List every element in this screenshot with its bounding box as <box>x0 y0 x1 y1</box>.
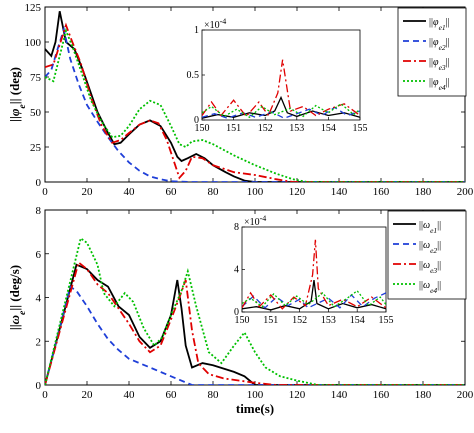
x-axis-label: time(s) <box>236 401 274 416</box>
x-tick-label: 40 <box>124 389 136 401</box>
legend-label: ||ωe4|| <box>419 280 441 295</box>
y-axis-label: ||ωe|| (deg/s) <box>7 265 28 330</box>
inset-y-tick-label: 0 <box>234 307 239 318</box>
x-tick-label: 20 <box>82 186 94 198</box>
y-tick-label: 0 <box>36 177 42 189</box>
inset-y-tick-label: 4 <box>234 265 239 276</box>
x-tick-label: 60 <box>166 389 178 401</box>
inset-x-tick-label: 153 <box>289 123 304 134</box>
x-tick-label: 80 <box>208 389 220 401</box>
inset-y-tick-label: 0 <box>194 115 199 126</box>
x-tick-label: 0 <box>42 186 48 198</box>
x-tick-label: 100 <box>247 186 264 198</box>
legend-box <box>397 7 467 97</box>
y-tick-label: 0 <box>36 380 42 392</box>
inset-series-line-4 <box>202 102 360 119</box>
inset-y-tick-label: 8 <box>234 222 239 233</box>
inset-x-tick-label: 154 <box>321 123 336 134</box>
inset-frame <box>241 226 387 313</box>
inset-y-tick-label: 0.5 <box>187 70 200 81</box>
inset-series-line-2 <box>242 292 386 309</box>
inset-x-tick-label: 151 <box>226 123 241 134</box>
x-tick-label: 60 <box>166 186 178 198</box>
inset-x-tick-label: 150 <box>235 315 250 326</box>
inset-series-line-3 <box>202 59 360 118</box>
x-tick-label: 100 <box>247 389 264 401</box>
y-tick-label: 6 <box>36 249 42 261</box>
x-tick-label: 160 <box>373 389 390 401</box>
inset-x-tick-label: 150 <box>195 123 210 134</box>
y-tick-label: 75 <box>30 72 42 84</box>
legend-label: ||ωe2|| <box>419 240 441 255</box>
legend: ||ωe1|| ||ωe2|| ||ωe3|| ||ωe4|| <box>387 210 467 300</box>
x-tick-label: 0 <box>42 389 48 401</box>
inset-panel: 150 151 152 153 154 155 0 4 8 ×10-4 <box>234 214 394 327</box>
inset-series-line-1 <box>242 280 386 311</box>
x-tick-label: 200 <box>457 389 474 401</box>
series-line-3 <box>45 260 465 385</box>
series-line-1 <box>45 11 465 182</box>
inset-series-line-1 <box>202 95 360 119</box>
series-line-4 <box>45 236 465 385</box>
legend: ||φe1|| ||φe2|| ||φe3|| ||φe4|| <box>397 7 467 97</box>
y-tick-label: 8 <box>36 205 42 217</box>
series-line-3 <box>45 22 465 182</box>
x-tick-label: 180 <box>415 186 432 198</box>
legend-label: ||φe4|| <box>429 77 450 92</box>
series-line-2 <box>45 285 465 385</box>
x-tick-label: 180 <box>415 389 432 401</box>
y-tick-label: 4 <box>36 293 42 305</box>
inset-x-tick-label: 155 <box>379 315 394 326</box>
x-tick-label: 80 <box>208 186 220 198</box>
inset-x-tick-label: 152 <box>258 123 273 134</box>
inset-panel: 150 151 152 153 154 155 0 0.5 1 ×10-4 <box>187 17 368 135</box>
inset-series-line-4 <box>242 289 386 308</box>
legend-label: ||φe1|| <box>429 17 450 32</box>
legend-label: ||φe3|| <box>429 57 450 72</box>
inset-x-tick-label: 151 <box>263 315 278 326</box>
chart-panel-1: 0 20 40 60 80 100 120 140 160 180 200 0 25 50 75 100 125… <box>7 2 474 198</box>
inset-series-line-3 <box>242 239 386 310</box>
inset-x-tick-label: 153 <box>321 315 336 326</box>
x-tick-label: 120 <box>289 389 306 401</box>
y-tick-label: 2 <box>36 336 42 348</box>
x-tick-label: 120 <box>289 186 306 198</box>
inset-x-tick-label: 152 <box>292 315 307 326</box>
x-tick-label: 160 <box>373 186 390 198</box>
legend-label: ||φe2|| <box>429 37 450 52</box>
inset-multiplier: ×10-4 <box>204 17 226 32</box>
x-tick-label: 200 <box>457 186 474 198</box>
y-tick-label: 125 <box>25 2 42 14</box>
inset-y-tick-label: 1 <box>194 25 199 36</box>
y-axis-label: ||φe|| (deg) <box>7 67 28 122</box>
x-tick-label: 140 <box>331 186 348 198</box>
inset-multiplier: ×10-4 <box>244 214 266 229</box>
legend-label: ||ωe3|| <box>419 260 441 275</box>
x-tick-label: 40 <box>124 186 136 198</box>
y-tick-label: 50 <box>30 107 42 119</box>
y-tick-label: 25 <box>30 142 42 154</box>
y-tick-label: 100 <box>25 37 42 49</box>
x-tick-label: 20 <box>82 389 94 401</box>
legend-label: ||ωe1|| <box>419 220 441 235</box>
chart-panel-2: 0 20 40 60 80 100 120 140 160 180 20002468time(s)|… <box>7 205 474 416</box>
x-tick-label: 140 <box>331 389 348 401</box>
inset-x-tick-label: 155 <box>353 123 368 134</box>
inset-x-tick-label: 154 <box>350 315 365 326</box>
